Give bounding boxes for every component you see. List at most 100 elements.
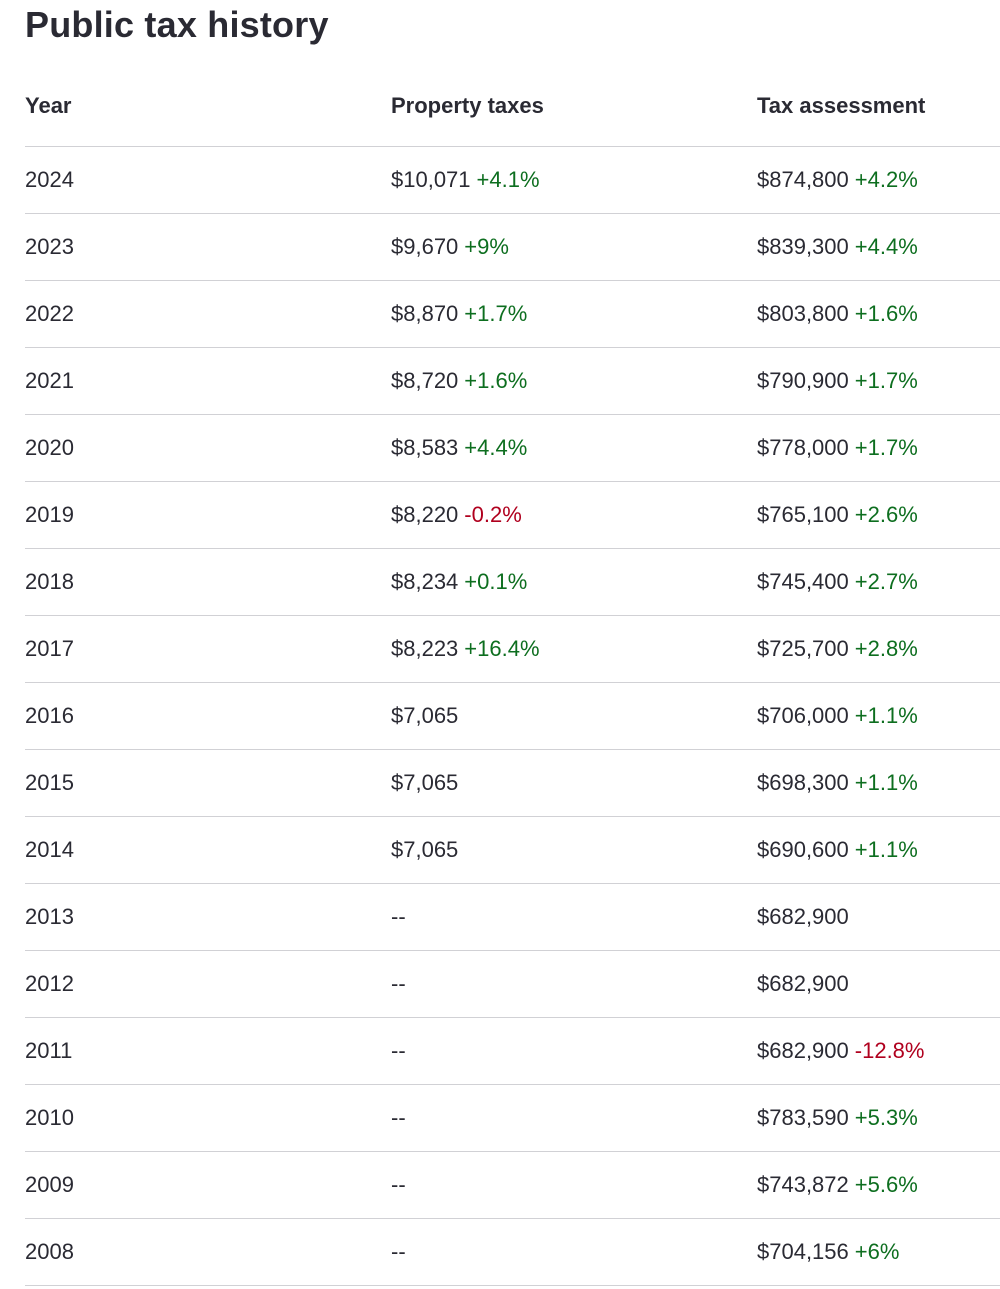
tax-assessment-cell-change: +2.8%	[854, 636, 918, 661]
tax-assessment-cell: $682,900	[757, 950, 1000, 1018]
tax-assessment-cell: $698,300 +1.1%	[757, 749, 1000, 817]
property-tax-cell-value: --	[391, 904, 406, 929]
property-tax-cell-change: +0.1%	[464, 569, 528, 594]
property-tax-cell: $8,223 +16.4%	[391, 615, 757, 683]
table-header-row: Year Property taxes Tax assessment	[25, 65, 1000, 147]
property-tax-cell-change: +1.6%	[464, 368, 528, 393]
property-tax-cell-value: $7,065	[391, 837, 459, 862]
year-cell: 2024	[25, 146, 391, 214]
property-tax-cell-value: $7,065	[391, 703, 459, 728]
year-cell: 2020	[25, 414, 391, 482]
tax-assessment-cell: $725,700 +2.8%	[757, 615, 1000, 683]
property-tax-cell-value: $8,234	[391, 569, 459, 594]
tax-assessment-cell-change: +6%	[854, 1239, 900, 1264]
year-cell: 2012	[25, 950, 391, 1018]
tax-assessment-cell-change: +1.1%	[854, 703, 918, 728]
year-cell: 2017	[25, 615, 391, 683]
property-tax-cell-value: $7,065	[391, 770, 459, 795]
table-row: 2016 $7,065 $706,000 +1.1%	[25, 682, 1000, 750]
year-cell: 2009	[25, 1151, 391, 1219]
property-tax-cell: $9,670 +9%	[391, 213, 757, 281]
year-cell: 2008	[25, 1218, 391, 1286]
table-row: 2020 $8,583 +4.4% $778,000 +1.7%	[25, 414, 1000, 482]
property-tax-cell: $10,071 +4.1%	[391, 146, 757, 214]
tax-assessment-column-header: Tax assessment	[757, 65, 1000, 147]
tax-assessment-cell-value: $704,156	[757, 1239, 849, 1264]
property-tax-cell-value: --	[391, 1239, 406, 1264]
tax-assessment-cell: $778,000 +1.7%	[757, 414, 1000, 482]
table-row: 2010 -- $783,590 +5.3%	[25, 1084, 1000, 1152]
table-row: 2018 $8,234 +0.1% $745,400 +2.7%	[25, 548, 1000, 616]
property-tax-cell: --	[391, 1151, 757, 1219]
tax-assessment-cell-change: +2.7%	[854, 569, 918, 594]
year-column-header: Year	[25, 65, 391, 147]
tax-assessment-cell: $706,000 +1.1%	[757, 682, 1000, 750]
tax-assessment-cell-value: $682,900	[757, 904, 849, 929]
table-row: 2017 $8,223 +16.4% $725,700 +2.8%	[25, 615, 1000, 683]
tax-assessment-cell: $690,600 +1.1%	[757, 816, 1000, 884]
tax-assessment-cell-value: $745,400	[757, 569, 849, 594]
property-tax-cell-value: $8,870	[391, 301, 459, 326]
property-tax-cell: $8,583 +4.4%	[391, 414, 757, 482]
tax-assessment-cell-value: $783,590	[757, 1105, 849, 1130]
year-cell: 2023	[25, 213, 391, 281]
property-taxes-column-header: Property taxes	[391, 65, 757, 147]
property-tax-cell-change: +9%	[464, 234, 509, 259]
tax-assessment-cell-change: -12.8%	[854, 1038, 925, 1063]
tax-assessment-cell: $765,100 +2.6%	[757, 481, 1000, 549]
table-row: 2024 $10,071 +4.1% $874,800 +4.2%	[25, 146, 1000, 214]
tax-assessment-cell-value: $682,900	[757, 1038, 849, 1063]
table-row: 2021 $8,720 +1.6% $790,900 +1.7%	[25, 347, 1000, 415]
tax-assessment-cell: $874,800 +4.2%	[757, 146, 1000, 214]
year-cell: 2011	[25, 1017, 391, 1085]
tax-assessment-cell: $682,900 -12.8%	[757, 1017, 1000, 1085]
tax-assessment-cell: $743,872 +5.6%	[757, 1151, 1000, 1219]
tax-history-table: Year Property taxes Tax assessment 2024 $…	[25, 65, 1000, 1286]
property-tax-cell: $7,065	[391, 816, 757, 884]
property-tax-cell: $7,065	[391, 682, 757, 750]
year-cell: 2018	[25, 548, 391, 616]
table-row: 2019 $8,220 -0.2% $765,100 +2.6%	[25, 481, 1000, 549]
tax-assessment-cell-change: +2.6%	[854, 502, 918, 527]
tax-assessment-cell: $745,400 +2.7%	[757, 548, 1000, 616]
property-tax-cell-value: --	[391, 1038, 406, 1063]
table-row: 2008 -- $704,156 +6%	[25, 1218, 1000, 1286]
tax-assessment-cell-value: $778,000	[757, 435, 849, 460]
property-tax-cell: $8,870 +1.7%	[391, 280, 757, 348]
property-tax-cell-change: +4.1%	[476, 167, 540, 192]
section-title: Public tax history	[25, 4, 329, 45]
property-tax-cell-value: $8,583	[391, 435, 459, 460]
property-tax-cell-value: $8,720	[391, 368, 459, 393]
property-tax-cell: --	[391, 883, 757, 951]
tax-assessment-cell-value: $743,872	[757, 1172, 849, 1197]
tax-assessment-cell: $704,156 +6%	[757, 1218, 1000, 1286]
property-tax-cell-change: +16.4%	[464, 636, 540, 661]
property-tax-cell-value: $10,071	[391, 167, 471, 192]
tax-assessment-cell-change: +4.2%	[854, 167, 918, 192]
table-row: 2022 $8,870 +1.7% $803,800 +1.6%	[25, 280, 1000, 348]
table-row: 2015 $7,065 $698,300 +1.1%	[25, 749, 1000, 817]
tax-assessment-cell-value: $682,900	[757, 971, 849, 996]
year-cell: 2010	[25, 1084, 391, 1152]
tax-assessment-cell-value: $706,000	[757, 703, 849, 728]
year-cell: 2022	[25, 280, 391, 348]
table-row: 2012 -- $682,900	[25, 950, 1000, 1018]
property-tax-cell: --	[391, 1084, 757, 1152]
tax-assessment-cell: $839,300 +4.4%	[757, 213, 1000, 281]
tax-assessment-cell-change: +1.7%	[854, 435, 918, 460]
year-cell: 2016	[25, 682, 391, 750]
property-tax-cell: --	[391, 1017, 757, 1085]
table-row: 2014 $7,065 $690,600 +1.1%	[25, 816, 1000, 884]
table-row: 2011 -- $682,900 -12.8%	[25, 1017, 1000, 1085]
table-row: 2023 $9,670 +9% $839,300 +4.4%	[25, 213, 1000, 281]
property-tax-cell-value: --	[391, 1172, 406, 1197]
tax-assessment-cell: $783,590 +5.3%	[757, 1084, 1000, 1152]
year-cell: 2019	[25, 481, 391, 549]
tax-assessment-cell-value: $725,700	[757, 636, 849, 661]
year-cell: 2021	[25, 347, 391, 415]
tax-assessment-cell-change: +4.4%	[854, 234, 918, 259]
tax-assessment-cell-value: $698,300	[757, 770, 849, 795]
property-tax-cell: --	[391, 1218, 757, 1286]
tax-assessment-cell-change: +1.1%	[854, 837, 918, 862]
